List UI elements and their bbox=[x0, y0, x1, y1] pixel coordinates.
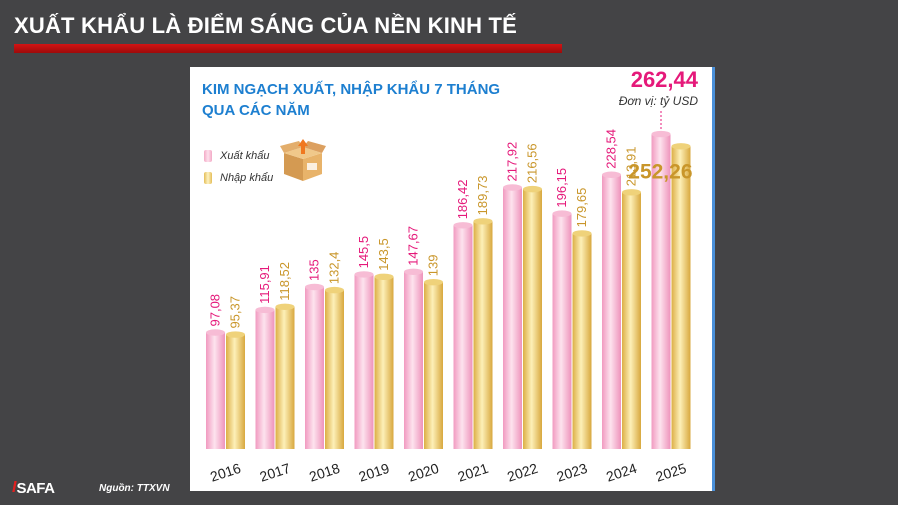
bar-cap-export-2021 bbox=[453, 222, 473, 229]
bar-export-2017 bbox=[255, 309, 275, 449]
tick-label-2022: 2022 bbox=[505, 460, 540, 485]
highlight-value: 262,44 bbox=[630, 67, 698, 92]
value-label-export-2023: 196,15 bbox=[554, 168, 569, 208]
tick-label-2023: 2023 bbox=[555, 460, 590, 485]
value-label-export-2021: 186,42 bbox=[455, 180, 470, 220]
value-label-import-2018: 132,4 bbox=[327, 252, 342, 285]
tick-label-2019: 2019 bbox=[357, 460, 392, 485]
bar-cap-export-2016 bbox=[206, 329, 225, 336]
bar-import-2023 bbox=[572, 233, 592, 449]
chart-title: KIM NGẠCH XUẤT, NHẬP KHẨU 7 THÁNG QUA CÁ… bbox=[202, 81, 501, 119]
bar-cap-import-2023 bbox=[572, 230, 592, 237]
bar-cap-export-2025 bbox=[651, 130, 671, 138]
cardboard-box-icon bbox=[280, 139, 326, 181]
tick-label-2021: 2021 bbox=[456, 460, 491, 485]
bar-import-2019 bbox=[374, 276, 394, 449]
logo: I SAFA bbox=[12, 477, 55, 499]
value-label-import-2021: 189,73 bbox=[475, 176, 490, 216]
value-label-export-2019: 145,5 bbox=[356, 236, 371, 269]
value-label-export-2017: 115,91 bbox=[257, 265, 272, 304]
value-label-export-2016: 97,08 bbox=[208, 294, 223, 327]
tick-label-2018: 2018 bbox=[307, 460, 342, 485]
bar-import-2021 bbox=[473, 221, 493, 449]
legend-swatch-export bbox=[204, 150, 212, 162]
bar-cap-import-2022 bbox=[523, 185, 542, 193]
source-note: Nguồn: TTXVN bbox=[99, 483, 170, 494]
bar-cap-import-2016 bbox=[226, 331, 245, 338]
value-label-export-2020: 147,67 bbox=[406, 226, 421, 266]
bar-import-2020 bbox=[424, 282, 443, 449]
value-label-export-2022: 217,92 bbox=[505, 142, 520, 182]
tick-label-2016: 2016 bbox=[208, 460, 243, 485]
value-label-import-2022: 216,56 bbox=[525, 143, 540, 183]
tick-label-2025: 2025 bbox=[654, 460, 689, 485]
bar-export-2024 bbox=[602, 174, 621, 449]
bar-export-2018 bbox=[305, 287, 324, 449]
bar-cap-export-2022 bbox=[503, 184, 522, 191]
bar-export-2022 bbox=[503, 187, 522, 449]
logo-text: SAFA bbox=[16, 479, 55, 497]
logo-mark: I bbox=[12, 479, 17, 496]
bar-cap-import-2019 bbox=[374, 273, 394, 280]
tick-label-2024: 2024 bbox=[604, 460, 639, 485]
bar-cap-export-2017 bbox=[255, 306, 275, 314]
value-label-import-2023: 179,65 bbox=[574, 188, 589, 228]
value-label-import-2024: 213,91 bbox=[624, 147, 639, 187]
bar-export-2019 bbox=[354, 274, 374, 449]
bar-cap-import-2020 bbox=[424, 279, 443, 286]
legend-item-export: Xuất khẩu bbox=[204, 145, 273, 167]
bar-import-2018 bbox=[325, 290, 344, 449]
bar-cap-export-2019 bbox=[354, 271, 374, 278]
value-label-export-2024: 228,54 bbox=[604, 129, 619, 169]
value-label-import-2017: 118,52 bbox=[277, 262, 292, 301]
bar-cap-import-2017 bbox=[275, 303, 295, 310]
bar-import-2025 bbox=[671, 146, 691, 449]
legend-item-import: Nhập khẩu bbox=[204, 167, 273, 189]
bar-cap-import-2021 bbox=[473, 218, 493, 225]
bar-cap-import-2025 bbox=[671, 143, 691, 150]
tick-label-2017: 2017 bbox=[258, 460, 293, 485]
bar-import-2022 bbox=[523, 189, 542, 449]
legend-swatch-import bbox=[204, 172, 212, 184]
unit-label: Đơn vị: tỷ USD bbox=[618, 94, 698, 108]
chart-panel: KIM NGẠCH XUẤT, NHẬP KHẨU 7 THÁNG QUA CÁ… bbox=[190, 67, 715, 491]
bar-cap-export-2018 bbox=[305, 283, 324, 291]
legend-label-import: Nhập khẩu bbox=[220, 172, 274, 184]
bar-export-2023 bbox=[552, 213, 572, 449]
tick-label-2020: 2020 bbox=[406, 460, 441, 485]
bar-chart: 97,08 95,37 2016 115,91 118,52 2017 135 132,4 20… bbox=[206, 111, 693, 485]
value-label-export-2018: 135 bbox=[307, 259, 322, 281]
bar-import-2016 bbox=[226, 334, 245, 449]
bar-cap-export-2020 bbox=[404, 268, 423, 275]
value-label-import-2019: 143,5 bbox=[376, 238, 391, 271]
bar-export-2025 bbox=[651, 134, 671, 449]
bar-export-2016 bbox=[206, 332, 225, 449]
bar-export-2021 bbox=[453, 225, 473, 449]
bar-cap-import-2018 bbox=[325, 286, 344, 294]
value-label-import-2016: 95,37 bbox=[228, 296, 243, 329]
legend-label-export: Xuất khẩu bbox=[220, 150, 270, 162]
value-label-import-2020: 139 bbox=[426, 254, 441, 276]
bar-export-2020 bbox=[404, 271, 423, 449]
bar-cap-import-2024 bbox=[622, 189, 641, 196]
value-label-import-2025: 252,26 bbox=[628, 160, 692, 183]
legend: Xuất khẩu Nhập khẩu bbox=[204, 145, 273, 189]
bar-import-2024 bbox=[622, 192, 641, 450]
headline-underline bbox=[14, 44, 562, 53]
headline: XUẤT KHẨU LÀ ĐIỂM SÁNG CỦA NỀN KINH TẾ bbox=[14, 13, 518, 38]
bar-import-2017 bbox=[275, 306, 295, 449]
bar-cap-export-2023 bbox=[552, 210, 572, 217]
bar-cap-export-2024 bbox=[602, 171, 621, 178]
